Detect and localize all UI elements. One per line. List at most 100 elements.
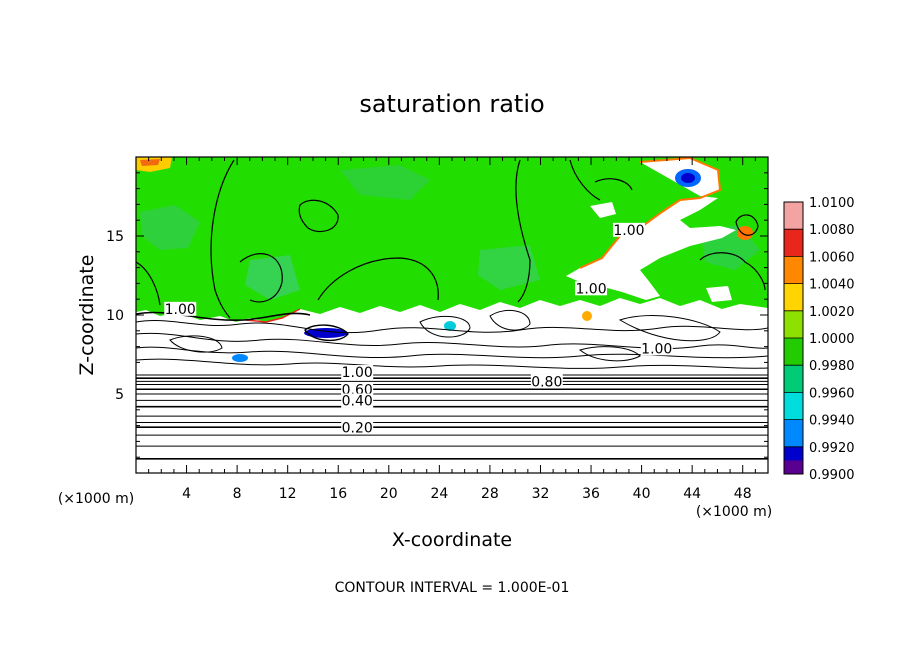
contour-label: 1.00 — [165, 302, 196, 318]
contour-label: 1.00 — [575, 281, 606, 297]
green-patch — [478, 245, 540, 290]
low-saturation-blob — [737, 226, 753, 240]
colorbar-label: 1.0060 — [809, 250, 855, 265]
y-tick-label: 15 — [106, 229, 124, 245]
colorbar-swatch — [784, 365, 803, 393]
contour-line — [489, 309, 531, 331]
low-saturation-blob — [582, 311, 592, 321]
colorbar-swatch — [784, 283, 803, 311]
contour-line — [136, 358, 768, 369]
colorbar-label: 0.9960 — [809, 386, 855, 401]
x-unit-label: (×1000 m) — [696, 504, 772, 520]
subsaturated-patch — [590, 202, 616, 218]
colorbar-label: 1.0000 — [809, 332, 855, 347]
y-tick-label: 5 — [115, 387, 124, 403]
x-tick-label: 8 — [233, 486, 242, 502]
low-saturation-blob — [681, 173, 695, 183]
x-tick-label: 44 — [683, 486, 701, 502]
colorbar-swatch — [784, 202, 803, 230]
contour-line — [298, 199, 339, 233]
colorbar-label: 0.9980 — [809, 359, 855, 374]
contour-label-bg — [341, 420, 374, 435]
contour-label-bg — [341, 365, 374, 380]
low-saturation-blob — [232, 354, 248, 362]
green-patch — [245, 255, 300, 300]
contour-line — [136, 332, 768, 350]
chart-title: saturation ratio — [359, 90, 544, 118]
contour-line — [618, 315, 721, 342]
contour-line — [594, 178, 633, 191]
colorbar-label: 1.0100 — [809, 196, 855, 211]
plot-area — [136, 157, 768, 473]
contour-label: 0.20 — [342, 420, 373, 436]
colorbar-label: 1.0080 — [809, 223, 855, 238]
contour-line — [210, 159, 235, 319]
x-tick-label: 20 — [380, 486, 398, 502]
x-tick-label: 4 — [182, 486, 191, 502]
y-tick-label: 10 — [106, 308, 124, 324]
y-axis: 5 10 15 — [106, 172, 768, 458]
contour-line — [136, 319, 768, 334]
contour-label-bg — [341, 393, 374, 408]
colorbar-swatch — [784, 256, 803, 284]
subsaturated-patch — [706, 286, 732, 302]
contour-label-bg — [575, 281, 608, 296]
contour-label-bg — [164, 301, 197, 316]
contour-line — [419, 315, 471, 338]
top-band — [140, 159, 160, 166]
contour-line — [569, 159, 601, 201]
x-tick-label: 48 — [734, 486, 752, 502]
contour-label: 1.00 — [641, 341, 672, 357]
footer-text: CONTOUR INTERVAL = 1.000E-01 — [335, 580, 570, 596]
low-saturation-blob — [444, 321, 456, 331]
x-tick-label: 28 — [481, 486, 499, 502]
x-tick-label: 12 — [279, 486, 297, 502]
colorbar-swatch — [784, 229, 803, 257]
contour-line — [136, 261, 161, 306]
contour-line — [735, 214, 759, 236]
colorbar-swatch — [784, 310, 803, 338]
contour-line — [699, 252, 766, 291]
y-axis-title: Z-coordinate — [76, 255, 98, 376]
contour-labels: 1.001.000.600.400.200.801.001.001.00 — [164, 222, 673, 436]
y-unit-label: (×1000 m) — [58, 491, 134, 507]
contour-line — [317, 257, 439, 301]
contour-line — [304, 324, 349, 341]
colorbar-label: 1.0020 — [809, 305, 855, 320]
x-tick-label: 16 — [329, 486, 347, 502]
low-saturation-blob — [304, 328, 348, 338]
contour-label-bg — [530, 374, 563, 389]
contour-label: 1.00 — [342, 365, 373, 381]
contour-label-bg — [640, 341, 673, 356]
x-axis: 4 8 12 16 20 24 28 32 36 40 44 48 — [148, 157, 756, 502]
contour-label-bg — [612, 222, 645, 237]
colorbar-swatch — [784, 338, 803, 366]
supersaturated-rim — [579, 157, 722, 269]
subsaturated-tongue — [566, 158, 736, 300]
x-tick-label: 40 — [633, 486, 651, 502]
contour-label: 0.80 — [531, 375, 562, 391]
colorbar-swatch — [784, 392, 803, 420]
contour-line — [169, 335, 223, 353]
x-tick-label: 32 — [532, 486, 550, 502]
colorbar-swatch — [784, 419, 803, 447]
contour-line — [136, 311, 311, 321]
contour-line — [578, 346, 641, 362]
colorbar-label: 0.9920 — [809, 441, 855, 456]
contour-label-bg — [341, 382, 374, 397]
colorbar-label: 0.9900 — [809, 468, 855, 483]
colorbar-label: 0.9940 — [809, 414, 855, 429]
contour-label: 0.40 — [342, 393, 373, 409]
colorbar: 1.0100 1.0080 1.0060 1.0040 1.0020 1.0000 0.99… — [783, 196, 855, 483]
contour-line — [239, 253, 283, 303]
green-patch — [140, 205, 200, 250]
horizontal-contours — [136, 374, 768, 460]
contour-line — [515, 159, 531, 303]
colorbar-label: 1.0040 — [809, 278, 855, 293]
green-patch — [340, 165, 430, 200]
colorbar-swatch — [784, 460, 803, 474]
x-tick-label: 36 — [582, 486, 600, 502]
x-axis-title: X-coordinate — [392, 529, 512, 551]
x-tick-label: 24 — [430, 486, 448, 502]
